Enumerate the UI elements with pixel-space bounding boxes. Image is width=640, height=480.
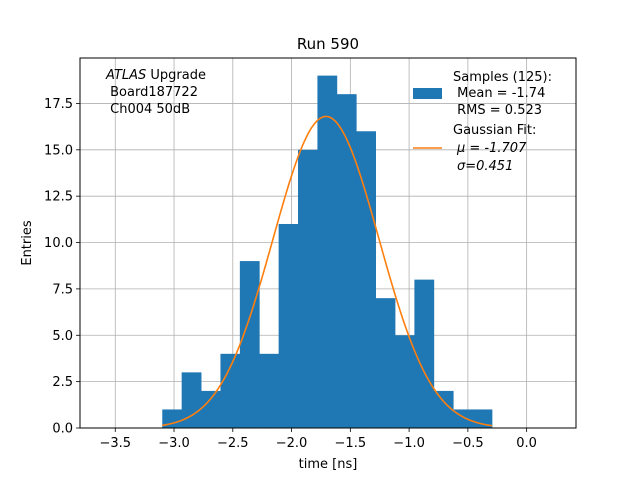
histogram-bar bbox=[278, 223, 299, 428]
histogram-bar bbox=[201, 390, 221, 428]
histogram-bar bbox=[356, 131, 377, 428]
y-tick-label: 10.0 bbox=[44, 236, 73, 251]
x-tick-label: −1.0 bbox=[393, 436, 425, 451]
x-tick-label: −1.5 bbox=[335, 436, 367, 451]
x-tick-label: 0.0 bbox=[516, 436, 537, 451]
annotation-upgrade: Upgrade bbox=[146, 68, 206, 83]
plot-frame bbox=[79, 57, 577, 429]
legend-samples-mean: Mean = -1.74 bbox=[453, 86, 545, 101]
histogram-bar bbox=[220, 353, 241, 428]
x-axis-ticks: −3.5 −3.0 −2.5 −2.0 −1.5 −1.0 −0.5 0.0 bbox=[99, 428, 537, 451]
y-tick-label: 15.0 bbox=[44, 143, 73, 158]
histogram-bars bbox=[162, 75, 493, 429]
y-tick-label: 2.5 bbox=[52, 375, 73, 390]
y-axis-title: Entries bbox=[20, 220, 35, 266]
legend-samples-rms: RMS = 0.523 bbox=[453, 103, 542, 118]
x-tick-label: −3.0 bbox=[158, 436, 190, 451]
legend: Samples (125): Mean = -1.74 RMS = 0.523 … bbox=[413, 70, 552, 174]
legend-fit-sigma: σ=0.451 bbox=[457, 159, 513, 174]
legend-fit-title: Gaussian Fit: bbox=[453, 123, 536, 138]
x-axis-title: time [ns] bbox=[299, 457, 358, 472]
histogram-bar bbox=[239, 261, 260, 428]
histogram-bar bbox=[375, 298, 396, 428]
gaussian-fit bbox=[162, 115, 493, 427]
histogram-bar bbox=[433, 390, 454, 428]
legend-samples-swatch bbox=[413, 88, 442, 99]
legend-fit-mu: μ = -1.707 bbox=[456, 141, 527, 156]
x-tick-label: −3.5 bbox=[99, 436, 131, 451]
histogram-bar bbox=[317, 75, 338, 428]
legend-samples-title: Samples (125): bbox=[453, 70, 552, 85]
histogram-bar bbox=[336, 94, 357, 429]
y-tick-label: 17.5 bbox=[44, 97, 73, 112]
y-tick-label: 12.5 bbox=[44, 190, 73, 205]
histogram-bar bbox=[181, 372, 202, 428]
annotation-board: Board187722 bbox=[106, 85, 198, 100]
y-tick-label: 0.0 bbox=[52, 422, 73, 437]
atlas-annotation: ATLAS Upgrade Board187722 Ch004 50dB bbox=[105, 68, 206, 117]
y-tick-label: 5.0 bbox=[52, 329, 73, 344]
histogram-bar bbox=[394, 335, 415, 428]
histogram-bar bbox=[259, 353, 280, 428]
chart-title: Run 590 bbox=[297, 35, 359, 53]
y-axis-ticks: 0.0 2.5 5.0 7.5 10.0 12.5 15.0 17.5 bbox=[44, 97, 80, 437]
x-tick-label: −2.0 bbox=[276, 436, 308, 451]
y-tick-label: 7.5 bbox=[52, 282, 73, 297]
x-tick-label: −2.5 bbox=[217, 436, 249, 451]
annotation-line-1: ATLAS Upgrade bbox=[105, 68, 206, 83]
histogram-bar bbox=[414, 279, 435, 428]
annotation-atlas: ATLAS bbox=[105, 68, 146, 83]
annotation-channel: Ch004 50dB bbox=[106, 102, 190, 117]
histogram-bar bbox=[298, 149, 318, 428]
histogram-bar bbox=[162, 409, 183, 428]
gaussian-fit-curve bbox=[162, 115, 493, 427]
x-tick-label: −0.5 bbox=[452, 436, 484, 451]
